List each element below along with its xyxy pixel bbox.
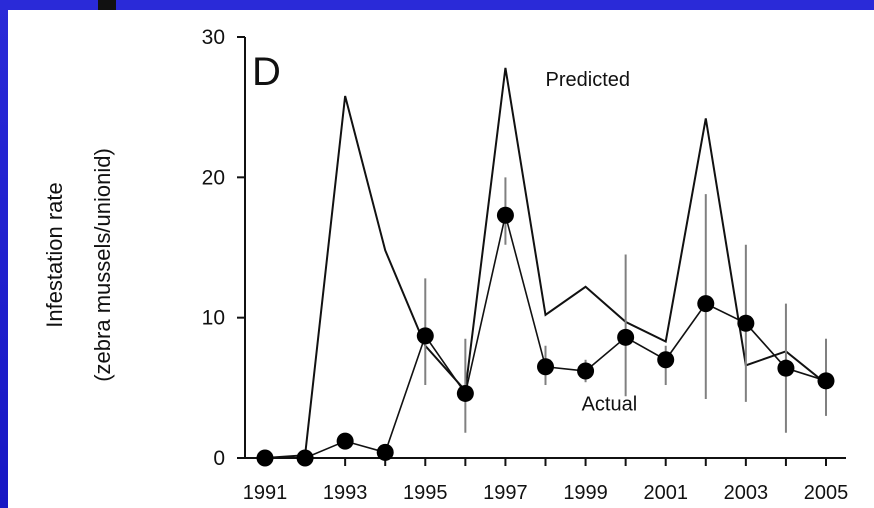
x-tick-label: 2001	[643, 482, 688, 504]
annotation-actual: Actual	[582, 393, 638, 415]
data-point-actual	[336, 432, 354, 450]
slide-corner-mark	[98, 0, 116, 10]
y-tick-label: 20	[202, 166, 225, 189]
data-point-actual	[657, 351, 675, 369]
y-axis-title-line1: Infestation rate	[42, 182, 67, 328]
data-point-actual	[737, 314, 755, 332]
x-axis: 1991 1993 1995 1997 1999 2001 2003 2005	[243, 457, 849, 504]
data-point-actual	[577, 362, 595, 380]
y-tick-label: 0	[213, 447, 225, 470]
data-point-actual	[256, 449, 274, 467]
y-tick-label: 30	[202, 26, 225, 49]
data-point-actual	[617, 328, 635, 346]
data-point-actual	[376, 443, 394, 461]
data-point-actual	[697, 295, 715, 313]
data-point-actual	[537, 358, 554, 376]
data-point-actual	[496, 206, 514, 224]
x-tick-label: 1993	[323, 482, 368, 504]
panel-label: D	[252, 50, 281, 94]
annotation-predicted: Predicted	[546, 69, 631, 91]
y-axis: 0 10 20 30	[202, 26, 246, 470]
y-axis-title-line2: (zebra mussels/unionid)	[90, 148, 115, 382]
chart-panel	[8, 10, 874, 508]
data-point-actual	[416, 327, 434, 345]
x-tick-label: 2005	[804, 482, 849, 504]
data-point-actual	[777, 359, 795, 377]
x-tick-label: 1999	[563, 482, 608, 504]
series-layer	[256, 67, 835, 467]
data-point-actual	[817, 372, 835, 390]
data-point-actual	[296, 449, 314, 467]
x-tick-label: 1991	[243, 482, 288, 504]
x-tick-label: 1995	[403, 482, 448, 504]
y-tick-label: 10	[202, 307, 225, 330]
data-point-actual	[456, 384, 474, 402]
x-tick-label: 2003	[724, 482, 769, 504]
x-tick-label: 1997	[483, 482, 528, 504]
series-line-predicted	[264, 67, 827, 459]
